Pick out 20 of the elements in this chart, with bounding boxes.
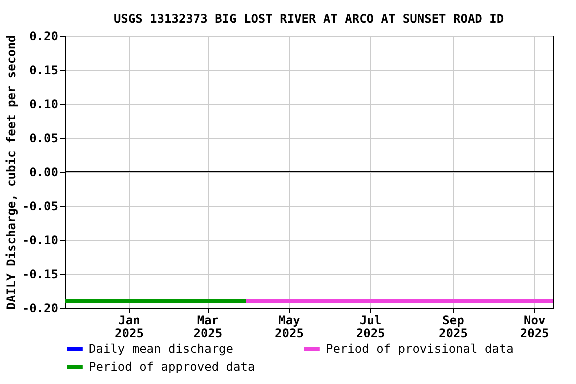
- x-tick-label: Jul 2025: [356, 314, 386, 340]
- x-tick-label: Jan 2025: [115, 314, 144, 340]
- y-tick-label: -0.05: [22, 200, 58, 214]
- y-tick-label: 0.10: [30, 98, 58, 112]
- y-tick-label: 0.05: [30, 132, 58, 146]
- x-tick-label: Nov 2025: [520, 314, 550, 340]
- x-tick-label: Mar 2025: [194, 314, 223, 340]
- y-tick-label: 0.15: [30, 64, 58, 78]
- legend-label: Daily mean discharge: [89, 342, 234, 356]
- legend-label: Period of approved data: [89, 360, 256, 374]
- x-tick-label: Sep 2025: [439, 314, 468, 340]
- y-tick-label: -0.15: [22, 268, 58, 282]
- x-tick-label: May 2025: [275, 314, 304, 340]
- chart-title: USGS 13132373 BIG LOST RIVER AT ARCO AT SUNSET ROAD ID: [114, 12, 504, 26]
- legend-label: Period of provisional data: [326, 342, 514, 356]
- y-tick-label: 0.20: [30, 30, 58, 44]
- y-axis-title: DAILY Discharge, cubic feet per second: [4, 35, 18, 310]
- y-tick-label: 0.00: [30, 166, 58, 180]
- y-tick-label: -0.20: [22, 302, 58, 316]
- y-tick-label: -0.10: [22, 234, 58, 248]
